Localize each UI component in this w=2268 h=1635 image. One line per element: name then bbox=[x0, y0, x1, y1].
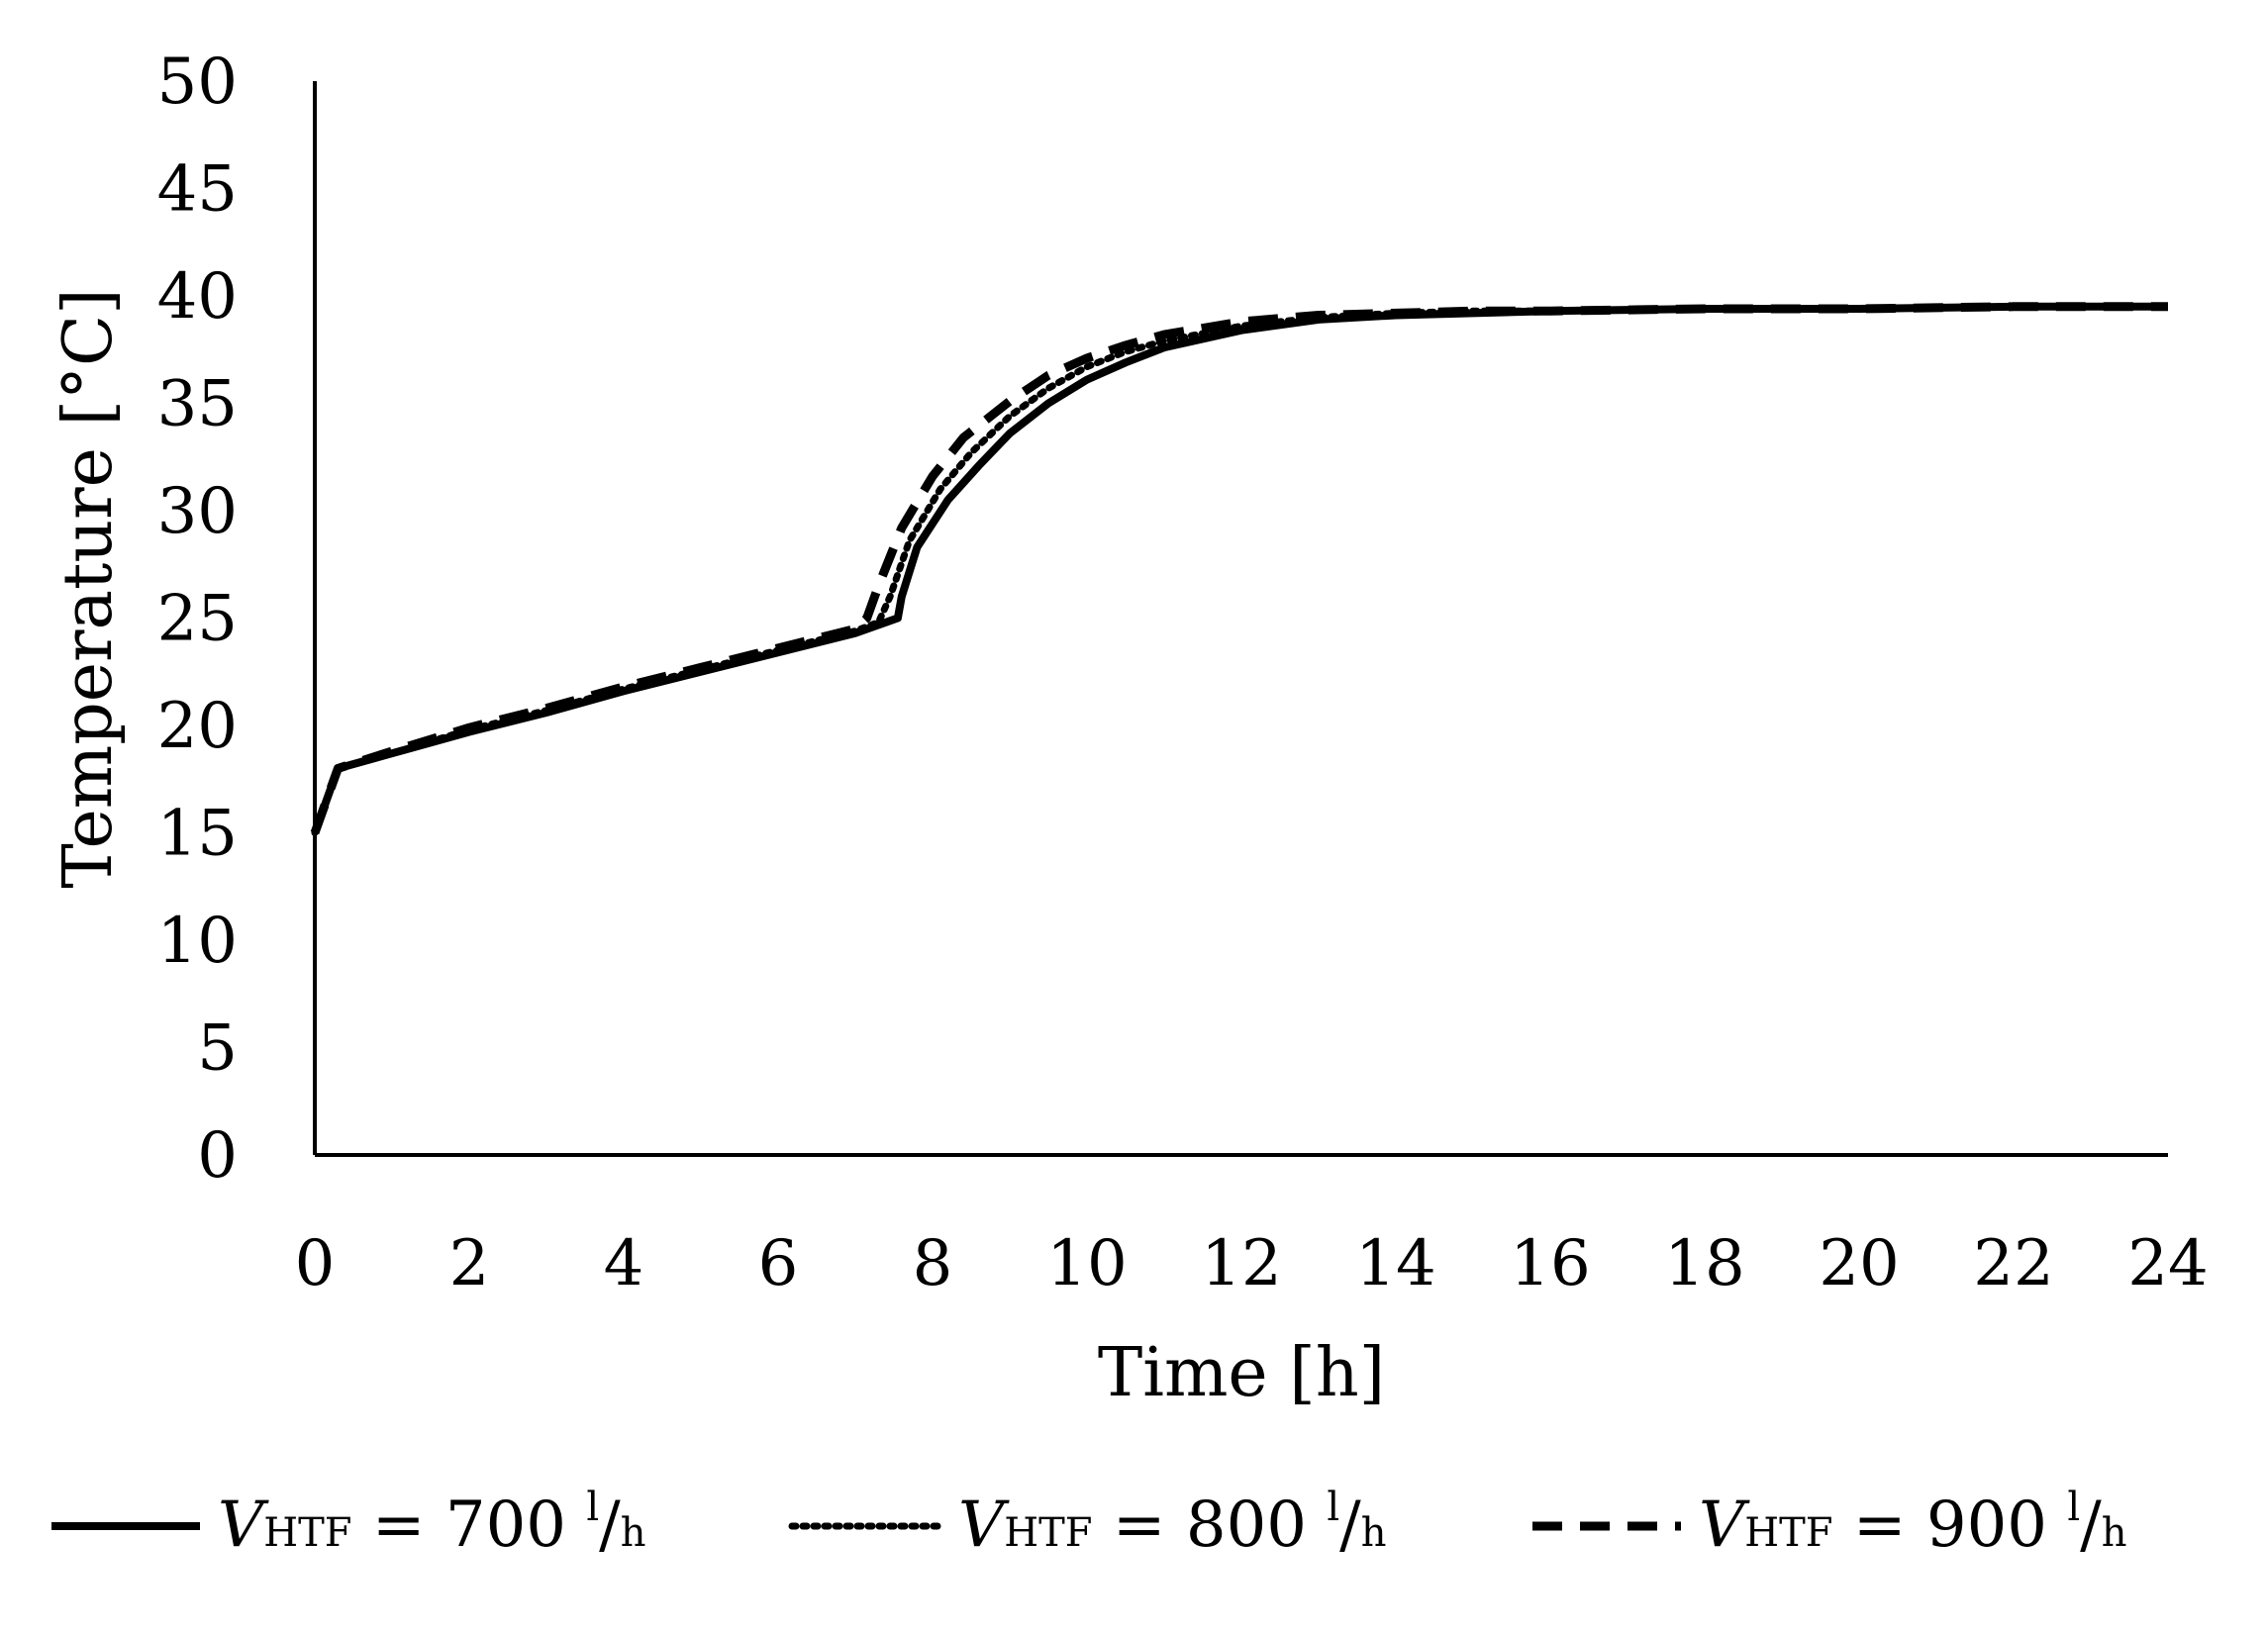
x-tick-label: 22 bbox=[1973, 1227, 2053, 1300]
legend-symbol: V bbox=[1699, 1489, 1750, 1562]
y-axis-title: Temperature [°C] bbox=[49, 288, 128, 888]
y-tick-label: 15 bbox=[157, 798, 238, 871]
legend-item: VHTF = 900 l/h bbox=[1532, 1485, 2126, 1562]
legend-unit-num: l bbox=[2067, 1485, 2080, 1530]
legend-unit-den: h bbox=[1361, 1510, 1387, 1556]
y-tick-label: 45 bbox=[157, 153, 238, 227]
legend-item: VHTF = 800 l/h bbox=[788, 1485, 1386, 1562]
legend-unit-slash: / bbox=[599, 1489, 621, 1562]
legend-label: VHTF = 900 l/h bbox=[1699, 1485, 2126, 1562]
legend-value: = 800 bbox=[1093, 1489, 1328, 1562]
legend-unit-den: h bbox=[2102, 1510, 2127, 1556]
x-tick-label: 12 bbox=[1201, 1227, 1281, 1300]
legend-unit-slash: / bbox=[2080, 1489, 2102, 1562]
y-tick-labels: 0 5 10 15 20 25 30 35 40 45 50 bbox=[157, 46, 238, 1193]
x-tick-label: 10 bbox=[1046, 1227, 1127, 1300]
axes-layer bbox=[313, 81, 2168, 1157]
y-tick-label: 5 bbox=[197, 1012, 238, 1086]
y-tick-label: 0 bbox=[197, 1119, 238, 1193]
x-tick-label: 24 bbox=[2127, 1227, 2208, 1300]
x-tick-label: 6 bbox=[758, 1227, 799, 1300]
y-tick-label: 50 bbox=[157, 46, 238, 119]
series-line-dashed bbox=[310, 302, 2168, 835]
legend: VHTF = 700 l/h VHTF = 800 l/h VHTF = 900 l… bbox=[51, 1485, 2126, 1562]
x-tick-label: 8 bbox=[913, 1227, 953, 1300]
legend-subscript: HTF bbox=[1744, 1510, 1832, 1556]
y-tick-label: 30 bbox=[157, 475, 238, 548]
x-tick-label: 0 bbox=[295, 1227, 336, 1300]
y-tick-label: 35 bbox=[157, 368, 238, 441]
x-tick-label: 2 bbox=[449, 1227, 490, 1300]
legend-value: = 900 bbox=[1833, 1489, 2068, 1562]
y-tick-label: 10 bbox=[157, 905, 238, 978]
legend-subscript: HTF bbox=[1004, 1510, 1092, 1556]
legend-unit-num: l bbox=[1327, 1485, 1339, 1530]
legend-label: VHTF = 700 l/h bbox=[218, 1485, 645, 1562]
legend-unit-num: l bbox=[586, 1485, 599, 1530]
y-tick-label: 40 bbox=[157, 260, 238, 334]
legend-unit-den: h bbox=[621, 1510, 646, 1556]
legend-unit-slash: / bbox=[1339, 1489, 1361, 1562]
x-tick-label: 4 bbox=[604, 1227, 644, 1300]
legend-value: = 700 bbox=[352, 1489, 587, 1562]
x-tick-labels: 0 2 4 6 8 10 12 14 16 18 20 22 24 bbox=[295, 1227, 2209, 1300]
y-tick-label: 25 bbox=[157, 583, 238, 656]
legend-symbol: V bbox=[958, 1489, 1010, 1562]
y-tick-label: 20 bbox=[157, 690, 238, 763]
x-axis-title: Time [h] bbox=[1098, 1334, 1385, 1412]
series-line-solid bbox=[311, 302, 2168, 834]
legend-item: VHTF = 700 l/h bbox=[51, 1485, 645, 1562]
x-tick-label: 14 bbox=[1355, 1227, 1435, 1300]
x-tick-label: 20 bbox=[1819, 1227, 1899, 1300]
series-layer bbox=[310, 302, 2172, 836]
legend-label: VHTF = 800 l/h bbox=[958, 1485, 1386, 1562]
legend-subscript: HTF bbox=[263, 1510, 351, 1556]
series-line-dotted bbox=[311, 303, 2172, 836]
legend-symbol: V bbox=[218, 1489, 269, 1562]
x-tick-label: 18 bbox=[1664, 1227, 1744, 1300]
x-tick-label: 16 bbox=[1510, 1227, 1590, 1300]
